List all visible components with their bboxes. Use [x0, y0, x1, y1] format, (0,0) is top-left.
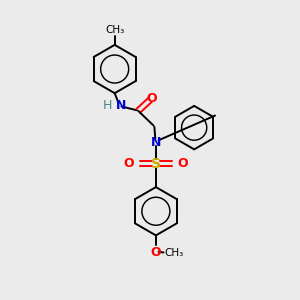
Text: O: O: [151, 246, 161, 259]
Text: S: S: [151, 157, 161, 170]
Text: O: O: [146, 92, 157, 105]
Text: CH₃: CH₃: [164, 248, 183, 258]
Text: O: O: [177, 157, 188, 170]
Text: N: N: [116, 99, 127, 112]
Text: H: H: [102, 99, 112, 112]
Text: O: O: [124, 157, 134, 170]
Text: N: N: [151, 136, 161, 149]
Text: CH₃: CH₃: [105, 25, 124, 35]
